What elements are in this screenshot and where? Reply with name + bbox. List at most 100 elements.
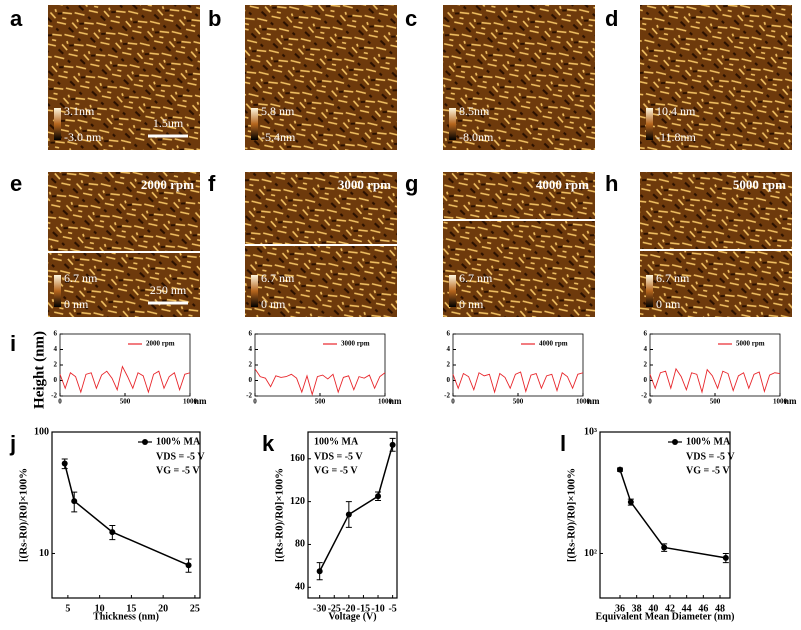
y-tick-label: 6: [249, 330, 253, 338]
scale-label: 1.5um: [153, 116, 184, 130]
height-axis-label: Height (nm): [31, 331, 47, 409]
series-line: [59, 365, 191, 394]
x-tick-label: -5: [388, 603, 396, 614]
x-tick-label: 36: [615, 603, 625, 614]
color-max: 6.7 nm: [459, 271, 493, 285]
panel-label: i: [10, 331, 16, 356]
point: [345, 511, 352, 518]
x-tick-label: 46: [698, 603, 708, 614]
x-tick-label: -25: [328, 603, 341, 614]
panel-label: h: [605, 171, 618, 196]
y-axis-label: [(Rs-R0)/R0]×100%: [274, 468, 286, 562]
point: [627, 499, 634, 506]
y-tick-label: 0: [644, 376, 648, 384]
color-max: 6.7 nm: [64, 271, 98, 285]
panel-label: f: [208, 171, 216, 196]
y-tick-label: 2: [54, 361, 58, 369]
color-max: 3.1nm: [64, 104, 95, 118]
y-tick-label: -2: [246, 392, 252, 400]
x-axis-label: Equivalent Mean Diameter (nm): [596, 611, 735, 622]
legend-label: 100% MA: [686, 436, 731, 447]
color-bar: [251, 275, 258, 307]
color-bar: [251, 108, 258, 140]
y-tick-label: 4: [644, 345, 648, 353]
y-tick-label: 10: [39, 548, 49, 559]
x-tick-label: 48: [715, 603, 725, 614]
x-tick-label: -10: [371, 603, 384, 614]
point: [61, 460, 68, 467]
y-tick-label: 40: [295, 582, 305, 593]
x-tick-label: 0: [451, 398, 455, 406]
annotation: VG = -5 V: [686, 465, 730, 476]
afm-image: [640, 5, 792, 150]
image-label: 3000 rpm: [338, 177, 391, 192]
series-line: [649, 367, 781, 394]
y-tick-label: -2: [641, 392, 647, 400]
y-tick-label: 0: [249, 376, 253, 384]
x-tick-label: 10: [95, 603, 105, 614]
series-line: [254, 368, 386, 397]
panel-label: d: [605, 6, 618, 31]
y-tick-label: 120: [290, 496, 305, 507]
y-tick-label: 6: [447, 330, 451, 338]
annotation: VG = -5 V: [314, 465, 358, 476]
y-tick-label: 0: [54, 376, 58, 384]
color-bar: [646, 275, 653, 307]
color-min: -11.8nm: [656, 130, 697, 144]
x-tick-label: 40: [648, 603, 658, 614]
x-tick-label: 1000: [378, 398, 393, 406]
y-tick-label: 160: [290, 453, 305, 464]
x-axis-label: nm: [587, 396, 600, 406]
point: [109, 529, 116, 536]
point: [617, 466, 623, 473]
color-bar: [54, 275, 61, 307]
afm-image: [443, 5, 595, 150]
image-label: 2000 rpm: [141, 177, 194, 192]
x-tick-label: 38: [632, 603, 642, 614]
point: [722, 554, 729, 561]
series-line: [452, 371, 584, 394]
afm-image: [48, 172, 200, 317]
y-axis-label: [(Rs-R0)/R0]×100%: [18, 468, 30, 562]
y-tick-label: 4: [447, 345, 451, 353]
legend-label: 100% MA: [156, 436, 201, 447]
x-tick-label: 0: [58, 398, 62, 406]
x-tick-label: 500: [513, 398, 524, 406]
x-axis-label: Voltage (V): [328, 611, 376, 622]
legend-label: 100% MA: [314, 436, 359, 447]
legend-label: 2000 rpm: [146, 340, 175, 348]
x-tick-label: 20: [158, 603, 168, 614]
x-tick-label: 15: [126, 603, 136, 614]
x-tick-label: 25: [190, 603, 200, 614]
y-tick-label: 6: [644, 330, 648, 338]
annotation: VDS = -5 V: [686, 451, 735, 462]
panel-label: a: [10, 6, 23, 31]
image-label: 4000 rpm: [536, 177, 589, 192]
y-tick-label: 4: [54, 345, 58, 353]
annotation: VG = -5 V: [156, 465, 200, 476]
y-tick-label: 6: [54, 330, 58, 338]
legend-marker: [672, 439, 678, 445]
color-max: 8.5nm: [459, 104, 490, 118]
x-axis-label: Thickness (nm): [93, 611, 159, 622]
x-tick-label: -30: [313, 603, 326, 614]
legend-marker: [142, 439, 148, 445]
point: [661, 544, 668, 551]
color-min: 0 nm: [656, 297, 681, 311]
panel-label: k: [262, 431, 275, 456]
color-min: 0 nm: [64, 297, 89, 311]
x-axis-label: nm: [784, 396, 797, 406]
point: [389, 441, 396, 448]
legend-label: 3000 rpm: [341, 340, 370, 348]
x-tick-label: -20: [342, 603, 355, 614]
x-tick-label: 500: [315, 398, 326, 406]
color-min: 0 nm: [261, 297, 286, 311]
series-line: [319, 444, 394, 572]
annotation: VDS = -5 V: [314, 451, 363, 462]
color-min: -3.0 nm: [64, 130, 102, 144]
legend-label: 4000 rpm: [539, 340, 568, 348]
plot-frame: [51, 431, 201, 599]
image-label: 5000 rpm: [733, 177, 786, 192]
y-tick-label: -2: [51, 392, 57, 400]
